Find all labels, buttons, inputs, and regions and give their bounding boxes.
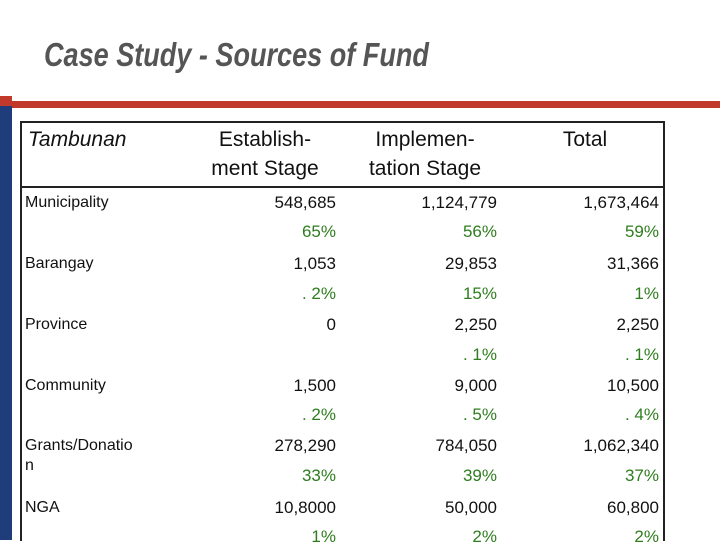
cell-implementation-percent: 2% — [472, 527, 497, 546]
cell-implementation-value: 784,050 — [435, 436, 497, 455]
cell-establishment-value: 0 — [326, 315, 336, 334]
cell-total-value: 31,366 — [607, 254, 659, 273]
header-tambunan: Tambunan — [28, 128, 127, 151]
title-underline — [12, 101, 720, 108]
cell-establishment-value: 1,053 — [293, 254, 336, 273]
cell-establishment-value: 1,500 — [293, 376, 336, 395]
row-label-barangay: Barangay — [25, 255, 94, 272]
cell-total-value: 60,800 — [607, 498, 659, 517]
cell-establishment-value: 278,290 — [274, 436, 336, 455]
cell-establishment-percent: . 2% — [301, 284, 336, 303]
header-total: Total — [562, 128, 608, 151]
cell-implementation-percent: . 5% — [462, 405, 497, 424]
cell-implementation-percent: . 1% — [462, 345, 497, 364]
cell-implementation-value: 50,000 — [445, 498, 497, 517]
cell-total-percent: 1% — [634, 284, 659, 303]
cell-total-percent: 37% — [624, 466, 659, 485]
cell-implementation-value: 2,250 — [454, 315, 497, 334]
cell-implementation-value: 9,000 — [454, 376, 497, 395]
cell-establishment-percent: 1% — [311, 527, 336, 546]
slide-title: Case Study - Sources of Fund — [44, 36, 429, 73]
fund-table — [20, 121, 665, 541]
row-label-community: Community — [25, 377, 106, 394]
cell-implementation-value: 1,124,779 — [421, 193, 497, 212]
row-label-municipality: Municipality — [25, 194, 109, 211]
cell-implementation-percent: 39% — [462, 466, 497, 485]
cell-implementation-percent: 56% — [462, 222, 497, 241]
header-implementation-stage: Implemen- tation Stage — [368, 128, 482, 180]
cell-establishment-value: 548,685 — [274, 193, 336, 212]
cell-total-value: 1,062,340 — [583, 436, 659, 455]
row-label-grants-donation: Grants/Donatio n — [25, 437, 133, 474]
header-establishment-stage: Establish- ment Stage — [211, 128, 319, 180]
left-accent-bar — [0, 96, 12, 540]
row-label-nga: NGA — [25, 499, 60, 516]
cell-implementation-value: 29,853 — [445, 254, 497, 273]
cell-total-percent: 59% — [624, 222, 659, 241]
cell-establishment-value: 10,8000 — [274, 498, 336, 517]
cell-establishment-percent: 33% — [301, 466, 336, 485]
cell-total-value: 1,673,464 — [583, 193, 659, 212]
row-label-province: Province — [25, 316, 88, 333]
cell-establishment-percent: 65% — [301, 222, 336, 241]
cell-establishment-percent: . 2% — [301, 405, 336, 424]
cell-total-value: 10,500 — [607, 376, 659, 395]
cell-total-value: 2,250 — [616, 315, 659, 334]
cell-total-percent: . 4% — [624, 405, 659, 424]
cell-total-percent: . 1% — [624, 345, 659, 364]
cell-implementation-percent: 15% — [462, 284, 497, 303]
left-accent-bar-top — [0, 96, 12, 106]
header-rule — [20, 186, 665, 188]
cell-total-percent: 2% — [634, 527, 659, 546]
